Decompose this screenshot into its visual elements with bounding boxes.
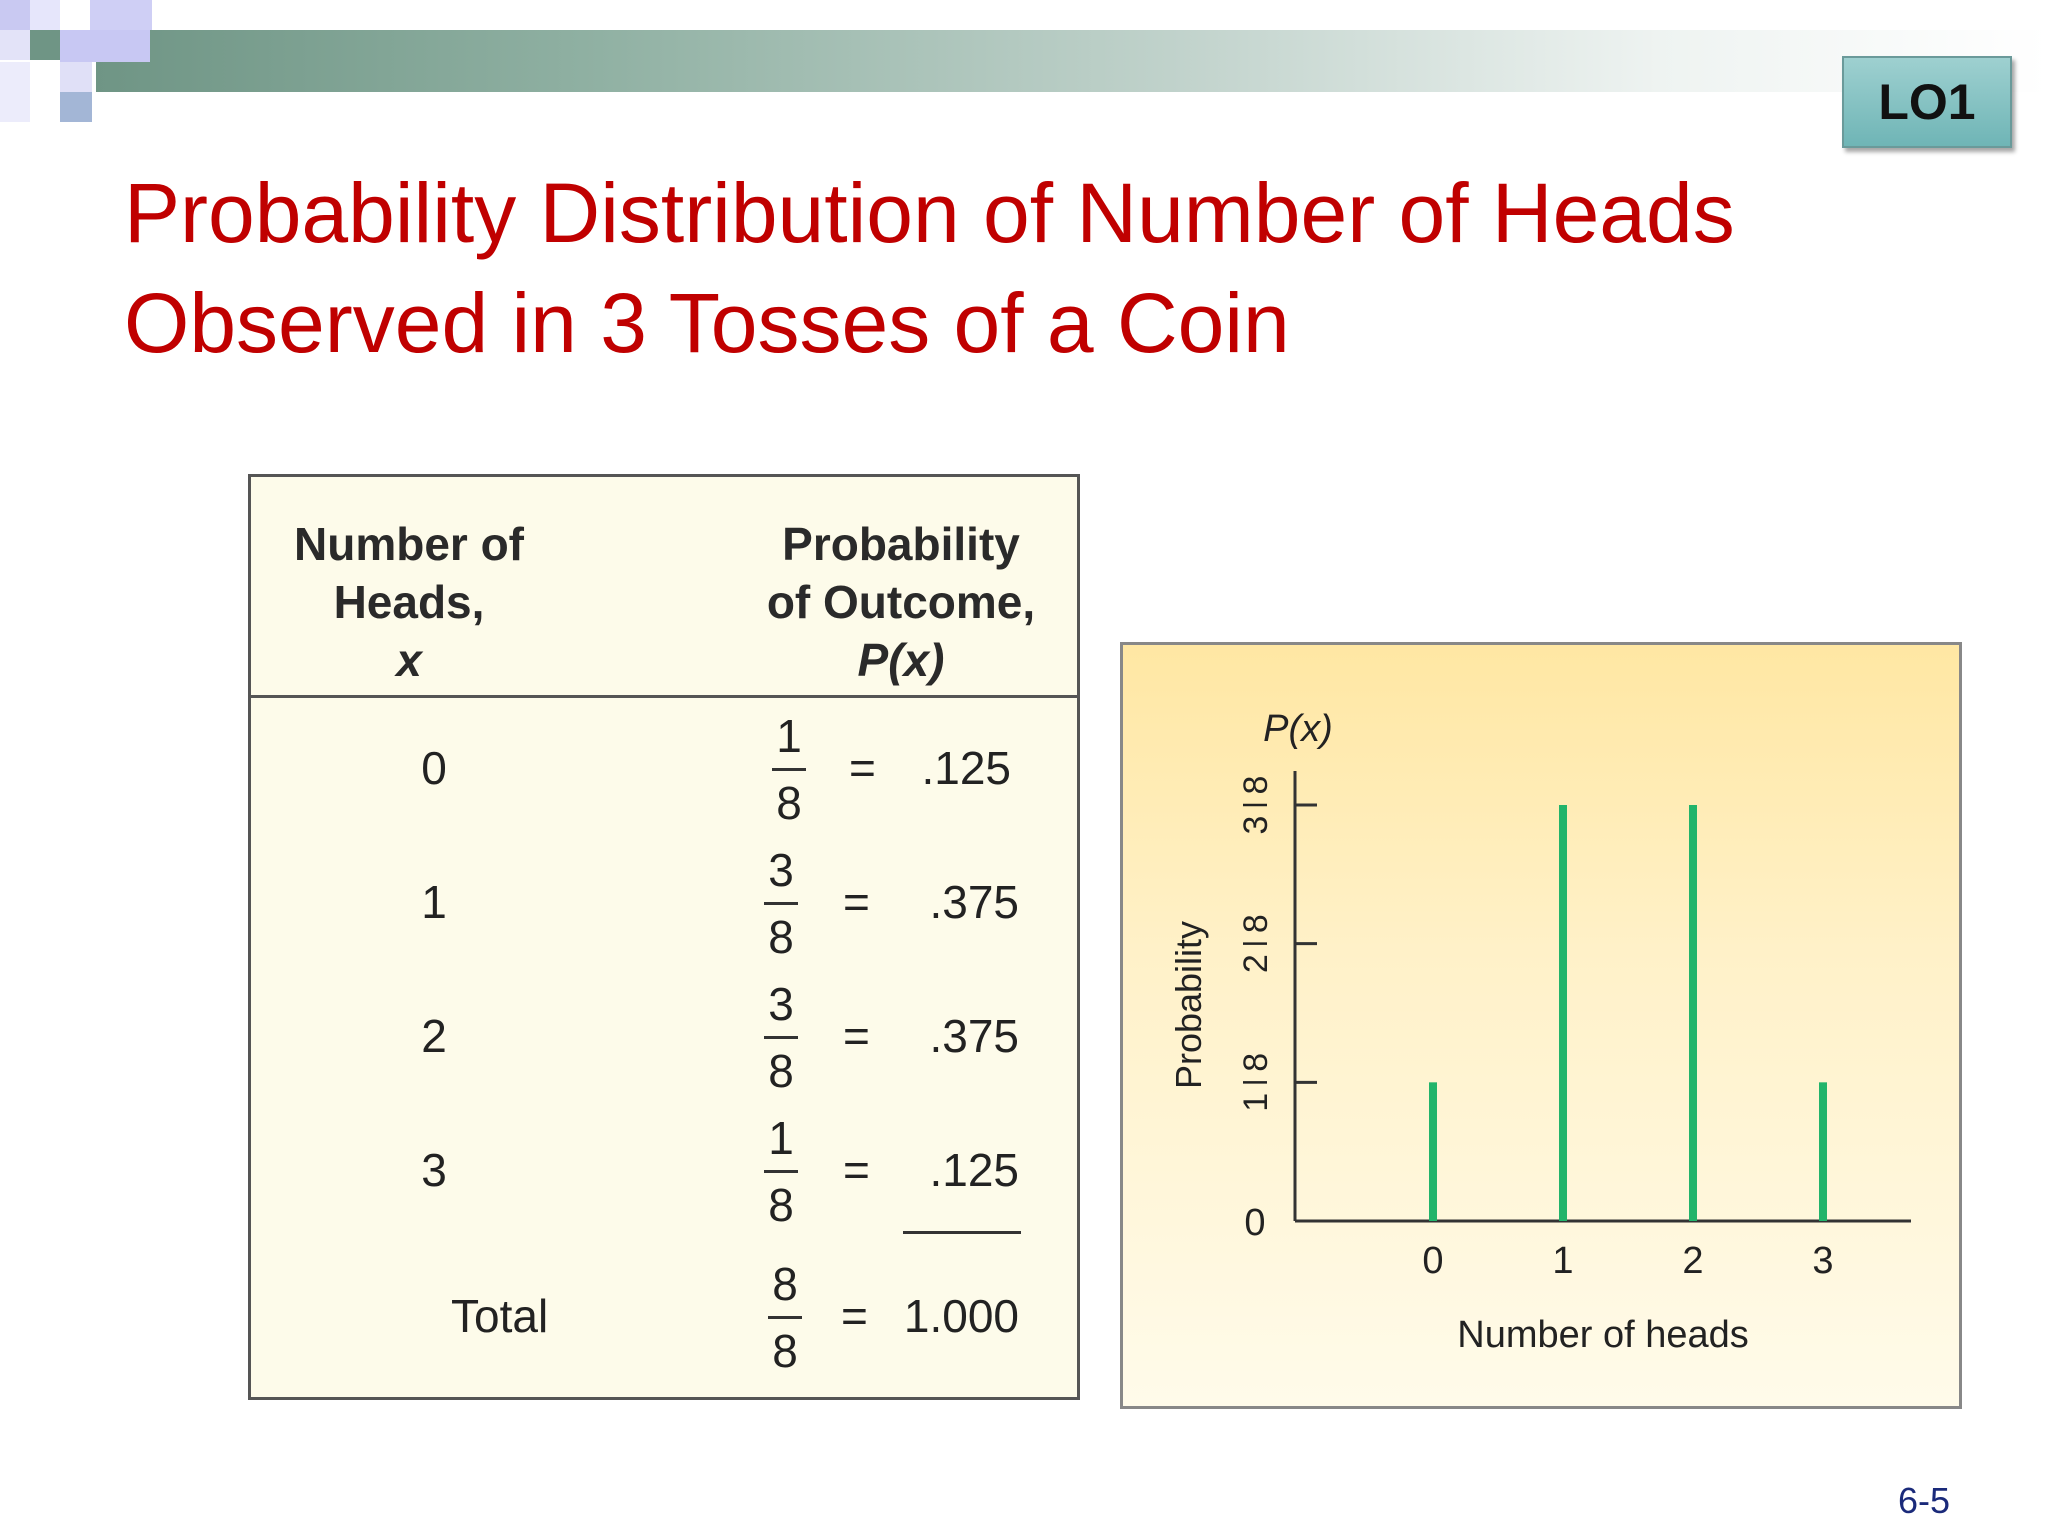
probability-bar-chart: 0 1 8 2 8 3 8 0 1 2 3 P(x) Number of heads Probabilit…	[1120, 642, 1962, 1409]
header-text: P(x)	[857, 634, 945, 686]
equals-sign: =	[843, 1144, 870, 1196]
y-axis-top-label: P(x)	[1263, 708, 1333, 750]
learning-objective-badge: LO1	[1842, 56, 2012, 148]
fraction-bar	[772, 768, 806, 771]
table-cell-x: 0	[421, 742, 447, 794]
y-tick-denominator: 8	[1237, 776, 1275, 795]
header-text: x	[396, 634, 422, 686]
y-tick-fraction: 28	[1237, 914, 1275, 973]
fraction-bar	[764, 1170, 798, 1173]
decor-square	[60, 92, 92, 122]
table-cell-x: 3	[421, 1144, 447, 1196]
table-cell-probability: .125	[929, 1144, 1019, 1196]
denominator: 8	[768, 1179, 794, 1231]
y-tick-denominator: 8	[1237, 1053, 1275, 1072]
equals-sign: =	[843, 1010, 870, 1062]
y-tick-label: 0	[1244, 1202, 1265, 1244]
fraction: 1 8	[751, 1111, 811, 1232]
title-line-1: Probability Distribution of Number of He…	[124, 166, 1735, 260]
sum-rule-line	[903, 1231, 1021, 1234]
equals-sign: =	[841, 1290, 868, 1342]
header-text: of Outcome,	[766, 576, 1036, 628]
denominator: 8	[768, 911, 794, 963]
col-header-probability: Probability of Outcome, P(x)	[751, 515, 1051, 689]
y-tick-numerator: 2	[1237, 954, 1275, 973]
x-tick-label: 1	[1552, 1240, 1573, 1282]
denominator: 8	[768, 1045, 794, 1097]
title-line-2: Observed in 3 Tosses of a Coin	[124, 276, 1290, 370]
table-cell-total: 1.000	[903, 1290, 1019, 1342]
fraction: 8 8	[755, 1257, 815, 1378]
fraction-bar	[764, 1036, 798, 1039]
fraction-bar	[768, 1316, 802, 1319]
y-tick-numerator: 1	[1237, 1093, 1275, 1112]
table-header: Number of Heads, x Probability of Outcom…	[251, 477, 1077, 698]
table-cell-x: 1	[421, 876, 447, 928]
bar	[1429, 1082, 1437, 1221]
numerator: 3	[768, 844, 794, 896]
total-label: Total	[451, 1290, 549, 1342]
y-axis-title: Probability	[1168, 921, 1209, 1089]
y-tick-denominator: 8	[1237, 914, 1275, 933]
denominator: 8	[776, 777, 802, 829]
fraction: 1 8	[759, 709, 819, 830]
table-cell-probability: .125	[921, 742, 1011, 794]
decor-square	[60, 62, 92, 92]
decor-square	[30, 0, 60, 30]
bar	[1819, 1082, 1827, 1221]
header-text: Heads,	[333, 576, 485, 628]
bar	[1559, 805, 1567, 1221]
decor-square	[0, 30, 30, 60]
col-header-heads: Number of Heads, x	[279, 515, 539, 689]
bar	[1689, 805, 1697, 1221]
table-cell-probability: .375	[929, 1010, 1019, 1062]
header-text: Number of	[294, 518, 524, 570]
numerator: 8	[772, 1258, 798, 1310]
equals-sign: =	[849, 742, 876, 794]
y-tick-fraction: 38	[1237, 776, 1275, 835]
numerator: 1	[776, 710, 802, 762]
fraction-bar	[764, 902, 798, 905]
y-tick-fraction: 18	[1237, 1053, 1275, 1112]
fraction: 3 8	[751, 843, 811, 964]
decor-square	[0, 62, 30, 122]
y-tick-numerator: 3	[1237, 816, 1275, 835]
slide-title: Probability Distribution of Number of He…	[124, 158, 1884, 378]
header-gradient-bar	[96, 30, 2048, 92]
header-text: Probability	[782, 518, 1020, 570]
numerator: 3	[768, 978, 794, 1030]
table-cell-probability: .375	[929, 876, 1019, 928]
decor-square	[0, 0, 30, 30]
equals-sign: =	[843, 876, 870, 928]
decor-square	[30, 30, 60, 60]
x-tick-label: 2	[1682, 1240, 1703, 1282]
x-tick-label: 0	[1422, 1240, 1443, 1282]
numerator: 1	[768, 1112, 794, 1164]
x-axis-title: Number of heads	[1457, 1314, 1749, 1356]
decor-square	[90, 0, 152, 30]
x-tick-label: 3	[1812, 1240, 1833, 1282]
probability-table: Number of Heads, x Probability of Outcom…	[248, 474, 1080, 1400]
denominator: 8	[772, 1325, 798, 1377]
fraction: 3 8	[751, 977, 811, 1098]
page-number: 6-5	[1898, 1480, 1951, 1521]
decor-square	[60, 30, 150, 62]
table-cell-x: 2	[421, 1010, 447, 1062]
